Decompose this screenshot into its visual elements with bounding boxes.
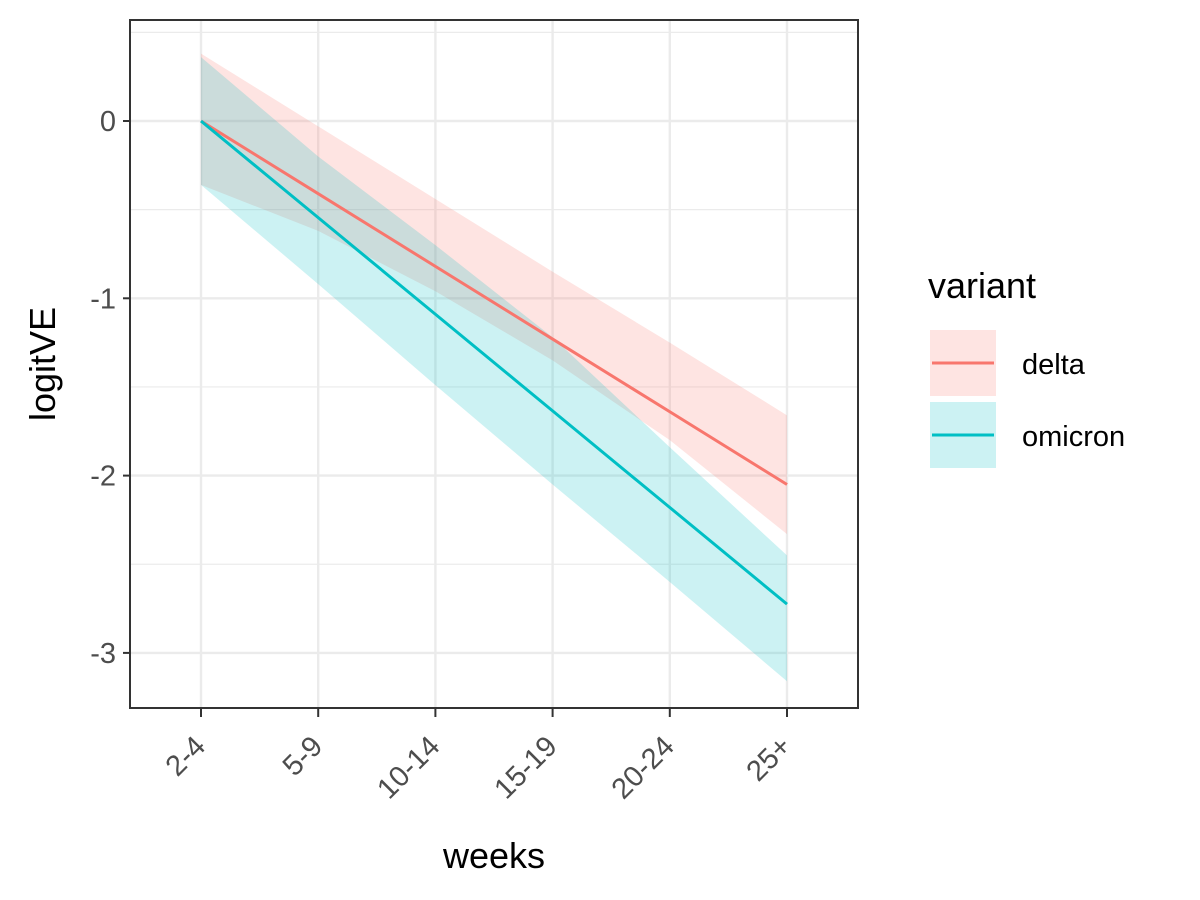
- x-tick-label: 15-19: [488, 730, 563, 805]
- panel-border: [129, 19, 859, 709]
- y-tick-label: -1: [90, 283, 116, 315]
- x-axis: 2-4 5-9 10-14 15-19 20-24 25+: [160, 708, 798, 805]
- major-gridlines: [130, 20, 858, 708]
- x-tick-label: 20-24: [606, 730, 681, 805]
- legend: variant delta omicron: [928, 265, 1125, 468]
- legend-label-omicron: omicron: [1022, 421, 1125, 453]
- legend-title: variant: [928, 265, 1036, 306]
- y-tick-label: -2: [90, 461, 116, 493]
- y-axis-title: logitVE: [22, 307, 63, 421]
- legend-label-delta: delta: [1022, 349, 1086, 381]
- series-lines: [200, 119, 788, 606]
- x-tick-label: 25+: [741, 730, 798, 787]
- y-tick-label: -3: [90, 638, 116, 670]
- x-tick-label: 2-4: [160, 730, 212, 782]
- x-tick-label: 10-14: [371, 730, 446, 805]
- x-tick-label: 5-9: [277, 730, 329, 782]
- series-line-delta: [200, 119, 788, 486]
- y-axis: 0 -1 -2 -3: [90, 106, 130, 670]
- ribbon-delta: [201, 53, 787, 535]
- series-line-omicron: [200, 119, 788, 606]
- y-tick-label: 0: [100, 106, 116, 138]
- x-axis-title: weeks: [442, 835, 545, 876]
